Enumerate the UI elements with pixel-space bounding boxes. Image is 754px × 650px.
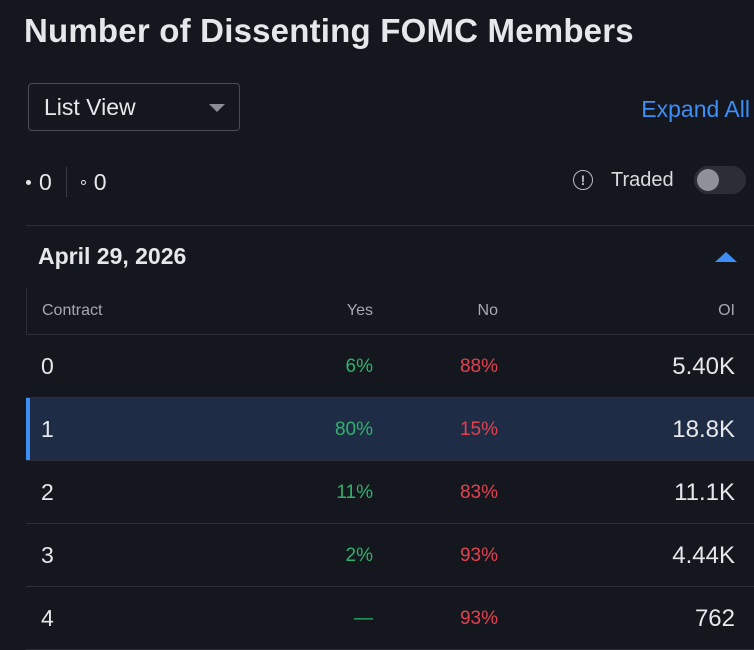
cell-yes: 11%	[336, 482, 373, 503]
page-title: Number of Dissenting FOMC Members	[24, 12, 634, 49]
header-no: No	[477, 302, 498, 319]
view-select-value: List View	[44, 93, 136, 120]
header-yes: Yes	[346, 302, 373, 319]
filled-count: 0	[26, 169, 52, 196]
hollow-count: 0	[80, 168, 107, 196]
cell-oi: 5.40K	[672, 353, 735, 380]
table-row[interactable]: 2 11% 83% 11.1K	[26, 461, 754, 524]
divider	[65, 167, 67, 197]
hollow-count-value: 0	[93, 168, 107, 195]
cell-yes: 6%	[345, 356, 373, 377]
traded-label: Traded	[611, 168, 674, 191]
toggle-knob	[696, 169, 719, 191]
cell-oi: 762	[694, 605, 735, 632]
chevron-down-icon	[209, 104, 225, 112]
traded-filter: ! Traded	[573, 164, 746, 196]
cell-contract: 4	[41, 605, 54, 631]
cell-oi: 11.1K	[674, 479, 735, 506]
date-section-header[interactable]: April 29, 2026	[26, 226, 754, 286]
header-oi: OI	[718, 302, 735, 319]
cell-yes: —	[354, 608, 373, 629]
cell-no: 88%	[459, 356, 498, 377]
cell-no: 15%	[459, 419, 498, 440]
cell-contract: 3	[41, 542, 54, 568]
cell-no: 93%	[459, 545, 498, 566]
info-icon[interactable]: !	[573, 170, 593, 190]
cell-contract: 2	[41, 479, 54, 505]
cell-no: 93%	[459, 608, 498, 629]
counts-bar: 0 0	[26, 166, 107, 198]
table-row[interactable]: 4 — 93% 762	[26, 587, 754, 650]
expand-all-button[interactable]: Expand All	[641, 96, 750, 122]
filled-dot-icon	[26, 179, 31, 185]
cell-oi: 18.8K	[672, 416, 735, 443]
cell-no: 83%	[459, 482, 498, 503]
table-row-selected[interactable]: 1 80% 15% 18.8K	[26, 398, 754, 461]
table-header: Contract Yes No OI	[26, 288, 754, 335]
header-contract: Contract	[42, 302, 103, 319]
cell-yes: 2%	[345, 545, 373, 566]
table-row[interactable]: 0 6% 88% 5.40K	[26, 335, 754, 398]
traded-toggle[interactable]	[693, 166, 746, 194]
cell-yes: 80%	[334, 419, 373, 440]
table-row[interactable]: 3 2% 93% 4.44K	[26, 524, 754, 587]
filled-count-value: 0	[39, 168, 52, 195]
hollow-dot-icon	[80, 179, 86, 185]
view-select[interactable]: List View	[28, 83, 240, 131]
cell-contract: 0	[41, 353, 54, 379]
section-date: April 29, 2026	[38, 242, 187, 269]
chevron-up-icon[interactable]	[715, 252, 737, 262]
contracts-table: Contract Yes No OI 0 6% 88% 5.40K 1 80% …	[26, 288, 754, 650]
divider	[26, 225, 754, 226]
cell-contract: 1	[41, 416, 54, 442]
cell-oi: 4.44K	[672, 542, 735, 569]
